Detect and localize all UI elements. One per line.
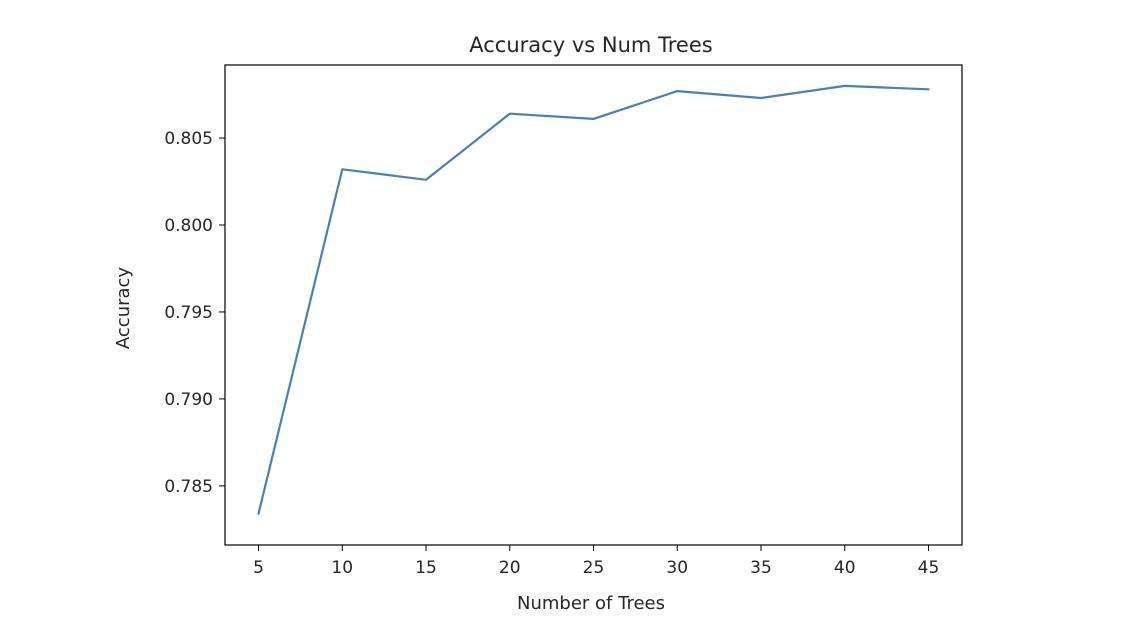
- x-tick-label: 15: [415, 558, 437, 578]
- y-tick-label: 0.805: [164, 129, 213, 149]
- y-axis-label: Accuracy: [113, 267, 134, 350]
- x-tick-label: 10: [331, 558, 353, 578]
- series-layer: [258, 86, 928, 514]
- x-tick-label: 20: [499, 558, 521, 578]
- y-tick-label: 0.800: [164, 216, 213, 236]
- x-tick-label: 45: [918, 558, 940, 578]
- x-axis-ticks: 5 10 15 20 25 30 35 40 45: [253, 545, 939, 578]
- series-line: [259, 86, 929, 514]
- x-tick-label: 30: [666, 558, 688, 578]
- chart-title: Accuracy vs Num Trees: [469, 33, 712, 57]
- y-tick-label: 0.795: [164, 303, 213, 323]
- x-tick-label: 5: [253, 558, 264, 578]
- y-tick-label: 0.785: [164, 477, 213, 497]
- x-tick-label: 35: [750, 558, 772, 578]
- x-tick-label: 40: [834, 558, 856, 578]
- y-axis-ticks: 0.785 0.790 0.795 0.800 0.805: [164, 129, 225, 497]
- plot-area-frame: [225, 65, 962, 545]
- x-tick-label: 25: [583, 558, 605, 578]
- x-axis-label: Number of Trees: [517, 593, 665, 614]
- y-tick-label: 0.790: [164, 390, 213, 410]
